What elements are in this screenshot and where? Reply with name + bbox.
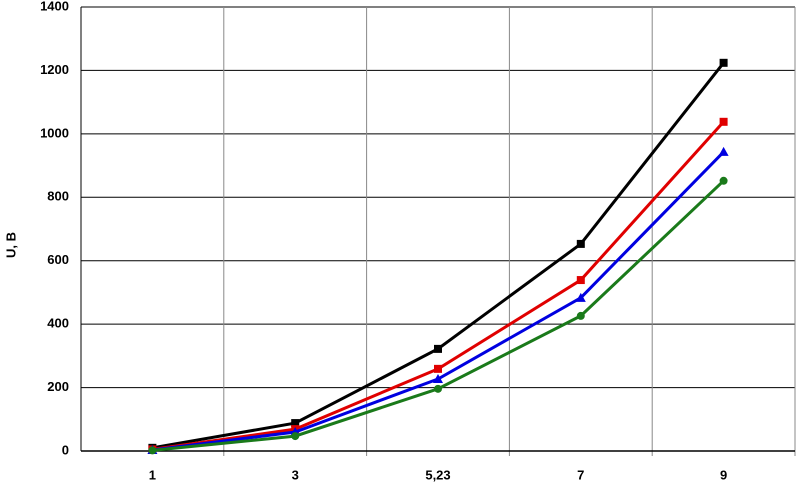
marker: [718, 146, 729, 156]
y-tick-label: 1400: [40, 0, 69, 13]
series-line: [152, 179, 725, 452]
series-line: [152, 150, 725, 452]
marker: [576, 311, 585, 320]
marker: [291, 419, 300, 428]
x-tick-label: 7: [577, 467, 584, 482]
y-axis-label: U, В: [3, 232, 18, 258]
x-tick-label: 9: [720, 467, 727, 482]
marker: [434, 384, 442, 393]
marker: [576, 276, 585, 285]
x-tick-label: 1: [149, 467, 156, 482]
y-tick-label: 1000: [40, 125, 69, 140]
marker: [576, 239, 585, 248]
y-tick-label: 0: [62, 442, 69, 457]
marker: [434, 364, 442, 373]
marker: [433, 374, 443, 384]
x-tick-label: 3: [292, 467, 299, 482]
x-tick-label: 5,23: [425, 467, 450, 482]
marker: [575, 292, 586, 302]
marker: [148, 446, 157, 455]
marker: [291, 432, 300, 441]
marker: [434, 344, 442, 353]
y-tick-label: 800: [47, 189, 69, 204]
y-tick-label: 400: [47, 316, 69, 331]
marker: [719, 176, 728, 185]
marker: [719, 117, 728, 126]
marker: [719, 58, 728, 67]
y-tick-label: 600: [47, 252, 69, 267]
y-tick-label: 200: [47, 379, 69, 394]
y-tick-label: 1200: [40, 62, 69, 77]
